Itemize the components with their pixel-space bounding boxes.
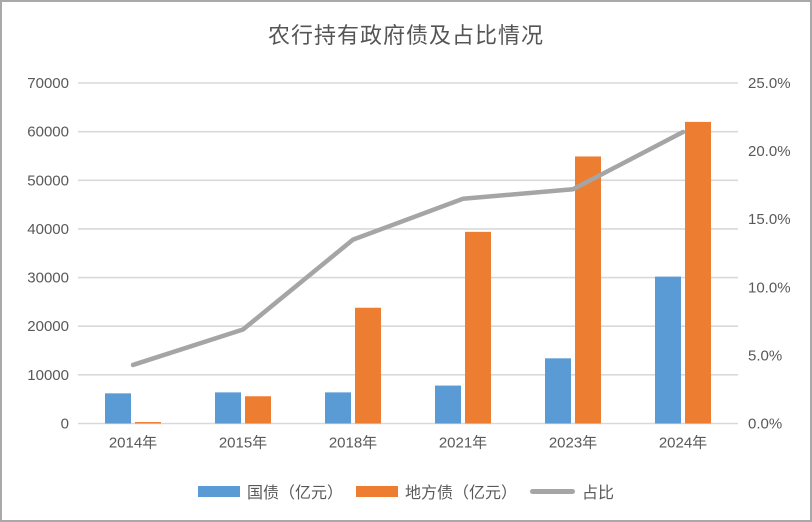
bar-local-2021年 [465, 231, 491, 424]
x-axis-category-label: 2024年 [659, 435, 707, 452]
x-axis-category-label: 2018年 [329, 435, 377, 452]
chart-title: 农行持有政府债及占比情况 [267, 24, 544, 49]
bar-local-2023年 [575, 156, 601, 424]
x-axis-category-label: 2014年 [109, 435, 157, 452]
bar-local-2018年 [355, 307, 381, 424]
left-axis-tick-label: 0 [61, 416, 69, 433]
right-axis-tick-label: 0.0% [748, 416, 782, 433]
right-axis-tick-label: 25.0% [748, 75, 791, 92]
bar-treasury-2024年 [655, 276, 681, 424]
ratio-line-swatch-icon [530, 488, 575, 494]
treasury-bonds-swatch-icon [197, 485, 240, 497]
x-axis-category-label: 2015年 [219, 435, 267, 452]
left-axis-tick-label: 20000 [27, 318, 69, 335]
right-axis-tick-label: 10.0% [748, 279, 791, 296]
right-axis-tick-label: 15.0% [748, 211, 791, 228]
legend-label-local-bonds: 地方债（亿元） [404, 485, 517, 502]
left-axis-tick-label: 60000 [27, 124, 69, 141]
left-axis-tick-label: 40000 [27, 221, 69, 238]
x-axis-category-label: 2023年 [549, 435, 597, 452]
right-axis-tick-label: 5.0% [748, 347, 782, 364]
bar-treasury-2014年 [105, 393, 131, 424]
bar-treasury-2018年 [325, 392, 351, 424]
right-axis-tick-label: 20.0% [748, 143, 791, 160]
left-axis-tick-label: 50000 [27, 172, 69, 189]
ratio-line [130, 129, 686, 368]
bar-local-2014年 [135, 422, 161, 424]
bar-treasury-2021年 [435, 385, 461, 424]
x-axis-category-label: 2021年 [439, 435, 487, 452]
bar-local-2015年 [245, 396, 271, 424]
left-axis-tick-label: 30000 [27, 270, 69, 287]
left-axis-tick-label: 10000 [27, 367, 69, 384]
local-bonds-swatch-icon [355, 485, 398, 497]
bar-treasury-2023年 [545, 358, 571, 424]
legend-item-local-bonds: 地方债（亿元） [355, 479, 517, 503]
legend-label-treasury-bonds: 国债（亿元） [246, 485, 343, 502]
bar-treasury-2015年 [215, 392, 241, 424]
legend-item-treasury-bonds: 国债（亿元） [197, 479, 343, 503]
legend-item-ratio: 占比 [530, 479, 614, 503]
left-axis-tick-label: 70000 [27, 75, 69, 92]
chart-legend: 国债（亿元） 地方债（亿元） 占比 [2, 479, 810, 503]
bar-local-2024年 [685, 121, 711, 424]
legend-label-ratio: 占比 [582, 485, 615, 502]
